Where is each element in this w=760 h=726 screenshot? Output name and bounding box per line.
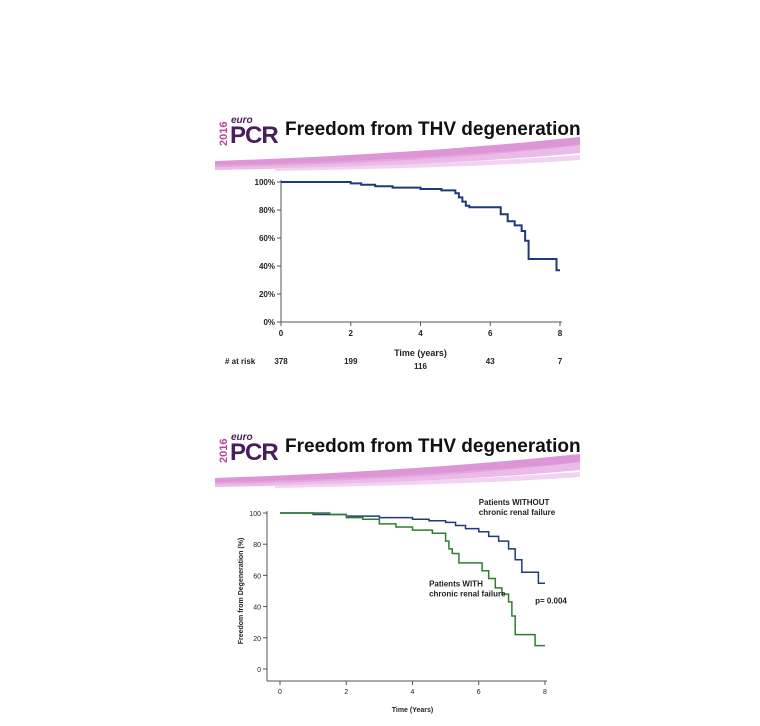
y-tick-label: 40 [253, 605, 261, 612]
risk-table-value: 378 [274, 357, 288, 366]
y-tick-label: 60 [253, 573, 261, 580]
x-axis-label: Time (Years) [392, 707, 434, 714]
y-tick-label: 100% [255, 178, 275, 187]
year-badge: 2016 [218, 439, 230, 463]
km-curve-1 [280, 512, 545, 584]
slide-title: Freedom from THV degeneration [285, 436, 581, 457]
x-tick-label: 0 [279, 329, 284, 338]
x-tick-label: 6 [477, 689, 481, 696]
slide-title: Freedom from THV degeneration [285, 119, 581, 140]
logo-year: 2016 [218, 122, 230, 146]
x-tick-label: 2 [349, 329, 354, 338]
slide-2: 2016 euro PCR Freedom from THV degenerat… [215, 432, 581, 722]
curve-annotation: chronic renal failure [479, 508, 556, 517]
logo-euro: euro [231, 115, 253, 126]
y-tick-label: 0 [257, 667, 261, 674]
x-tick-label: 8 [558, 329, 563, 338]
y-tick-label: 80 [253, 542, 261, 549]
curve-annotation: p= 0.004 [535, 596, 567, 605]
x-axis-label: Time (years) [394, 348, 447, 358]
y-tick-label: 40% [259, 262, 275, 271]
logo-pcr: PCR [230, 439, 279, 466]
header-swoosh [215, 454, 580, 488]
risk-table-label: # at risk [225, 357, 256, 366]
km-chart-renal: 0 20 40 60 80 100 0 2 4 6 8 Time (Years) Freedom fro… [238, 498, 567, 714]
slide-header: 2016 euro PCR Freedom from THV degenerat… [215, 432, 581, 488]
slide-1: 2016 euro PCR Freedom from THV degenerat… [215, 115, 581, 385]
y-tick-label: 100 [249, 511, 261, 518]
risk-table-value: 7 [558, 357, 563, 366]
curve-annotation: chronic renal failure [429, 589, 506, 598]
x-tick-label: 4 [418, 329, 423, 338]
y-tick-label: 20% [259, 290, 275, 299]
curve-annotation: Patients WITHOUT [479, 498, 550, 507]
x-tick-label: 2 [344, 689, 348, 696]
y-tick-label: 0% [263, 318, 275, 327]
y-axis-label: Freedom from Degeneration (%) [238, 538, 245, 645]
logo-euro: euro [231, 432, 253, 443]
y-tick-label: 60% [259, 234, 275, 243]
km-curve-2 [280, 512, 545, 647]
risk-table-value: 43 [486, 357, 495, 366]
slide-header: 2016 euro PCR Freedom from THV degenerat… [215, 115, 581, 171]
x-tick-label: 8 [543, 689, 547, 696]
km-chart-overall: 0% 20% 40% 60% 80% 100% 0 2 4 6 8 Time (years) # at … [225, 178, 563, 371]
year-badge: 2016 [218, 122, 230, 146]
logo-year: 2016 [218, 439, 230, 463]
km-curve-1 [281, 181, 560, 272]
x-tick-label: 0 [278, 689, 282, 696]
y-tick-label: 80% [259, 206, 275, 215]
logo-pcr: PCR [230, 122, 279, 149]
y-tick-label: 20 [253, 636, 261, 643]
header-swoosh [215, 137, 580, 171]
risk-table-value: 199 [344, 357, 358, 366]
curve-annotation: Patients WITH [429, 579, 483, 588]
x-tick-label: 6 [488, 329, 493, 338]
x-tick-label: 4 [411, 689, 415, 696]
risk-table-value: 116 [414, 362, 427, 371]
